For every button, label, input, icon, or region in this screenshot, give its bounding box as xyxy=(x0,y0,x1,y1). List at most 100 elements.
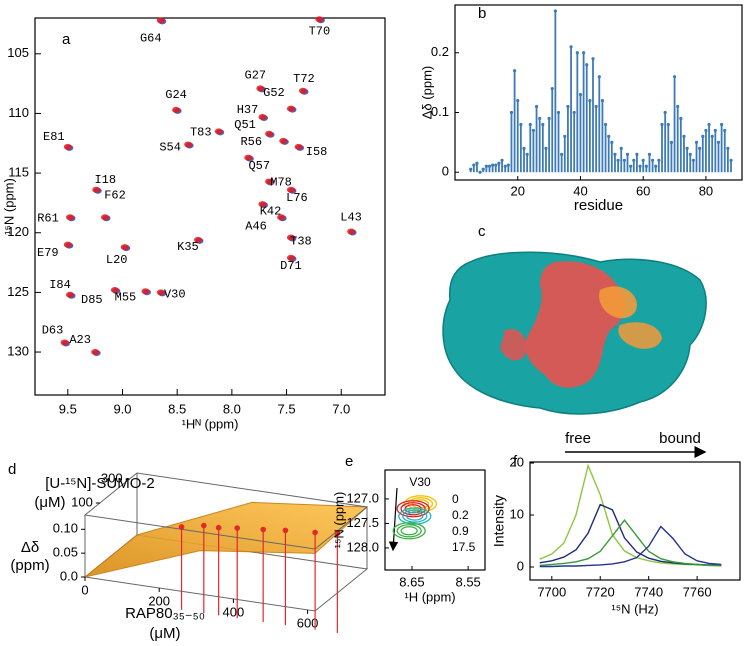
bar-tip xyxy=(491,163,495,167)
contour xyxy=(396,500,430,518)
bar-tip xyxy=(647,152,652,156)
x-tick-label: 20 xyxy=(510,183,524,198)
bar-tip xyxy=(698,146,702,150)
bar xyxy=(714,130,717,173)
bar-tip xyxy=(632,158,636,162)
peak-bound xyxy=(193,236,202,243)
bar-tip xyxy=(475,161,479,165)
bar xyxy=(472,165,475,173)
bar xyxy=(701,136,704,173)
x-tick-label: 600 xyxy=(297,615,319,630)
peak-bound xyxy=(286,254,295,261)
y-tick-label: 130 xyxy=(7,343,29,358)
x-tick-label: 7720 xyxy=(586,584,615,599)
point xyxy=(282,527,289,534)
peak-bound xyxy=(184,141,193,148)
bar-tip xyxy=(704,128,708,133)
bar xyxy=(557,112,560,173)
legend-label: 17.5 xyxy=(452,540,476,554)
y-tick-label: 127.5 xyxy=(346,515,379,530)
peak-label: I18 xyxy=(94,173,116,187)
bar xyxy=(545,148,547,173)
bar-tip xyxy=(541,122,545,127)
bar-tip xyxy=(672,75,677,79)
peak-bound xyxy=(279,137,288,144)
bar-tip xyxy=(600,98,605,103)
y-tick-label: 20 xyxy=(510,454,524,469)
peak-label: T70 xyxy=(309,24,331,38)
bar-tip xyxy=(550,87,554,91)
depth-tick-label: 300 xyxy=(101,470,123,485)
bar xyxy=(642,160,645,173)
bar-tip xyxy=(582,51,586,55)
peak-label: R61 xyxy=(37,211,59,225)
bar-tip xyxy=(729,158,733,162)
peak-label: D63 xyxy=(42,324,64,338)
bar xyxy=(676,106,679,173)
bar-tip xyxy=(553,9,557,13)
peak-label: R56 xyxy=(240,135,262,149)
bar xyxy=(498,163,500,173)
bar-tip xyxy=(610,140,614,144)
peak-bound xyxy=(66,291,74,298)
peak-bound xyxy=(63,241,72,248)
contour xyxy=(400,502,426,516)
peak-label: T83 xyxy=(190,126,212,140)
bar-tip xyxy=(594,104,598,109)
bar xyxy=(604,124,607,173)
z-axis-label: (ppm) xyxy=(10,557,49,574)
legend-label: 0.2 xyxy=(452,508,469,522)
annotation: bound xyxy=(659,430,701,447)
panel-label: f xyxy=(513,453,518,470)
y-tick-label: 0 xyxy=(442,164,449,179)
bar-tip xyxy=(531,128,536,133)
bar-tip xyxy=(500,158,504,162)
peak-label: L76 xyxy=(286,191,308,205)
bar-tip xyxy=(525,152,529,156)
bar-tip xyxy=(478,170,482,174)
contour xyxy=(400,526,418,536)
bar-tip xyxy=(669,140,674,144)
bar-tip xyxy=(726,146,730,150)
bar xyxy=(563,136,566,173)
z-tick-label: 0.0 xyxy=(60,568,78,583)
peak-bound xyxy=(265,130,274,137)
bar xyxy=(639,166,641,173)
x-axis-label: ¹H (ppm) xyxy=(404,589,455,604)
peak-label: T72 xyxy=(293,72,315,86)
x-tick-label: 0 xyxy=(81,582,88,597)
bar-tip xyxy=(569,45,573,49)
bar-tip xyxy=(575,51,579,55)
bar xyxy=(532,130,535,173)
y-tick-label: 127.0 xyxy=(346,490,379,505)
contour xyxy=(402,509,428,523)
peak-bound xyxy=(63,143,72,150)
bar-tip xyxy=(682,134,686,138)
peak-label: K42 xyxy=(260,204,282,218)
peak-bound xyxy=(101,214,109,221)
bar xyxy=(667,124,670,173)
peak-label: E81 xyxy=(43,130,65,144)
bar xyxy=(523,148,525,173)
y-axis-label: Δδ (ppm) xyxy=(419,66,434,119)
spectrum-line xyxy=(539,525,722,568)
y-axis-label: ¹⁵N (ppm) xyxy=(1,178,16,235)
bar-tip xyxy=(544,146,548,150)
x-tick-label: 8.0 xyxy=(223,401,241,416)
bar xyxy=(516,100,519,173)
bar-tip xyxy=(484,164,488,168)
bar xyxy=(726,148,729,173)
bar-tip xyxy=(547,116,551,121)
bar-tip xyxy=(622,158,626,162)
bar-tip xyxy=(635,152,639,156)
bar xyxy=(648,154,651,173)
bar xyxy=(620,148,623,173)
bar-tip xyxy=(723,128,727,133)
y-tick-label: 125 xyxy=(7,284,29,299)
bar xyxy=(720,124,723,173)
y-tick-label: 128.0 xyxy=(346,539,379,554)
peak-bound xyxy=(286,186,295,193)
bar-tip xyxy=(588,98,592,103)
bar-tip xyxy=(503,164,507,168)
bar xyxy=(632,160,635,173)
